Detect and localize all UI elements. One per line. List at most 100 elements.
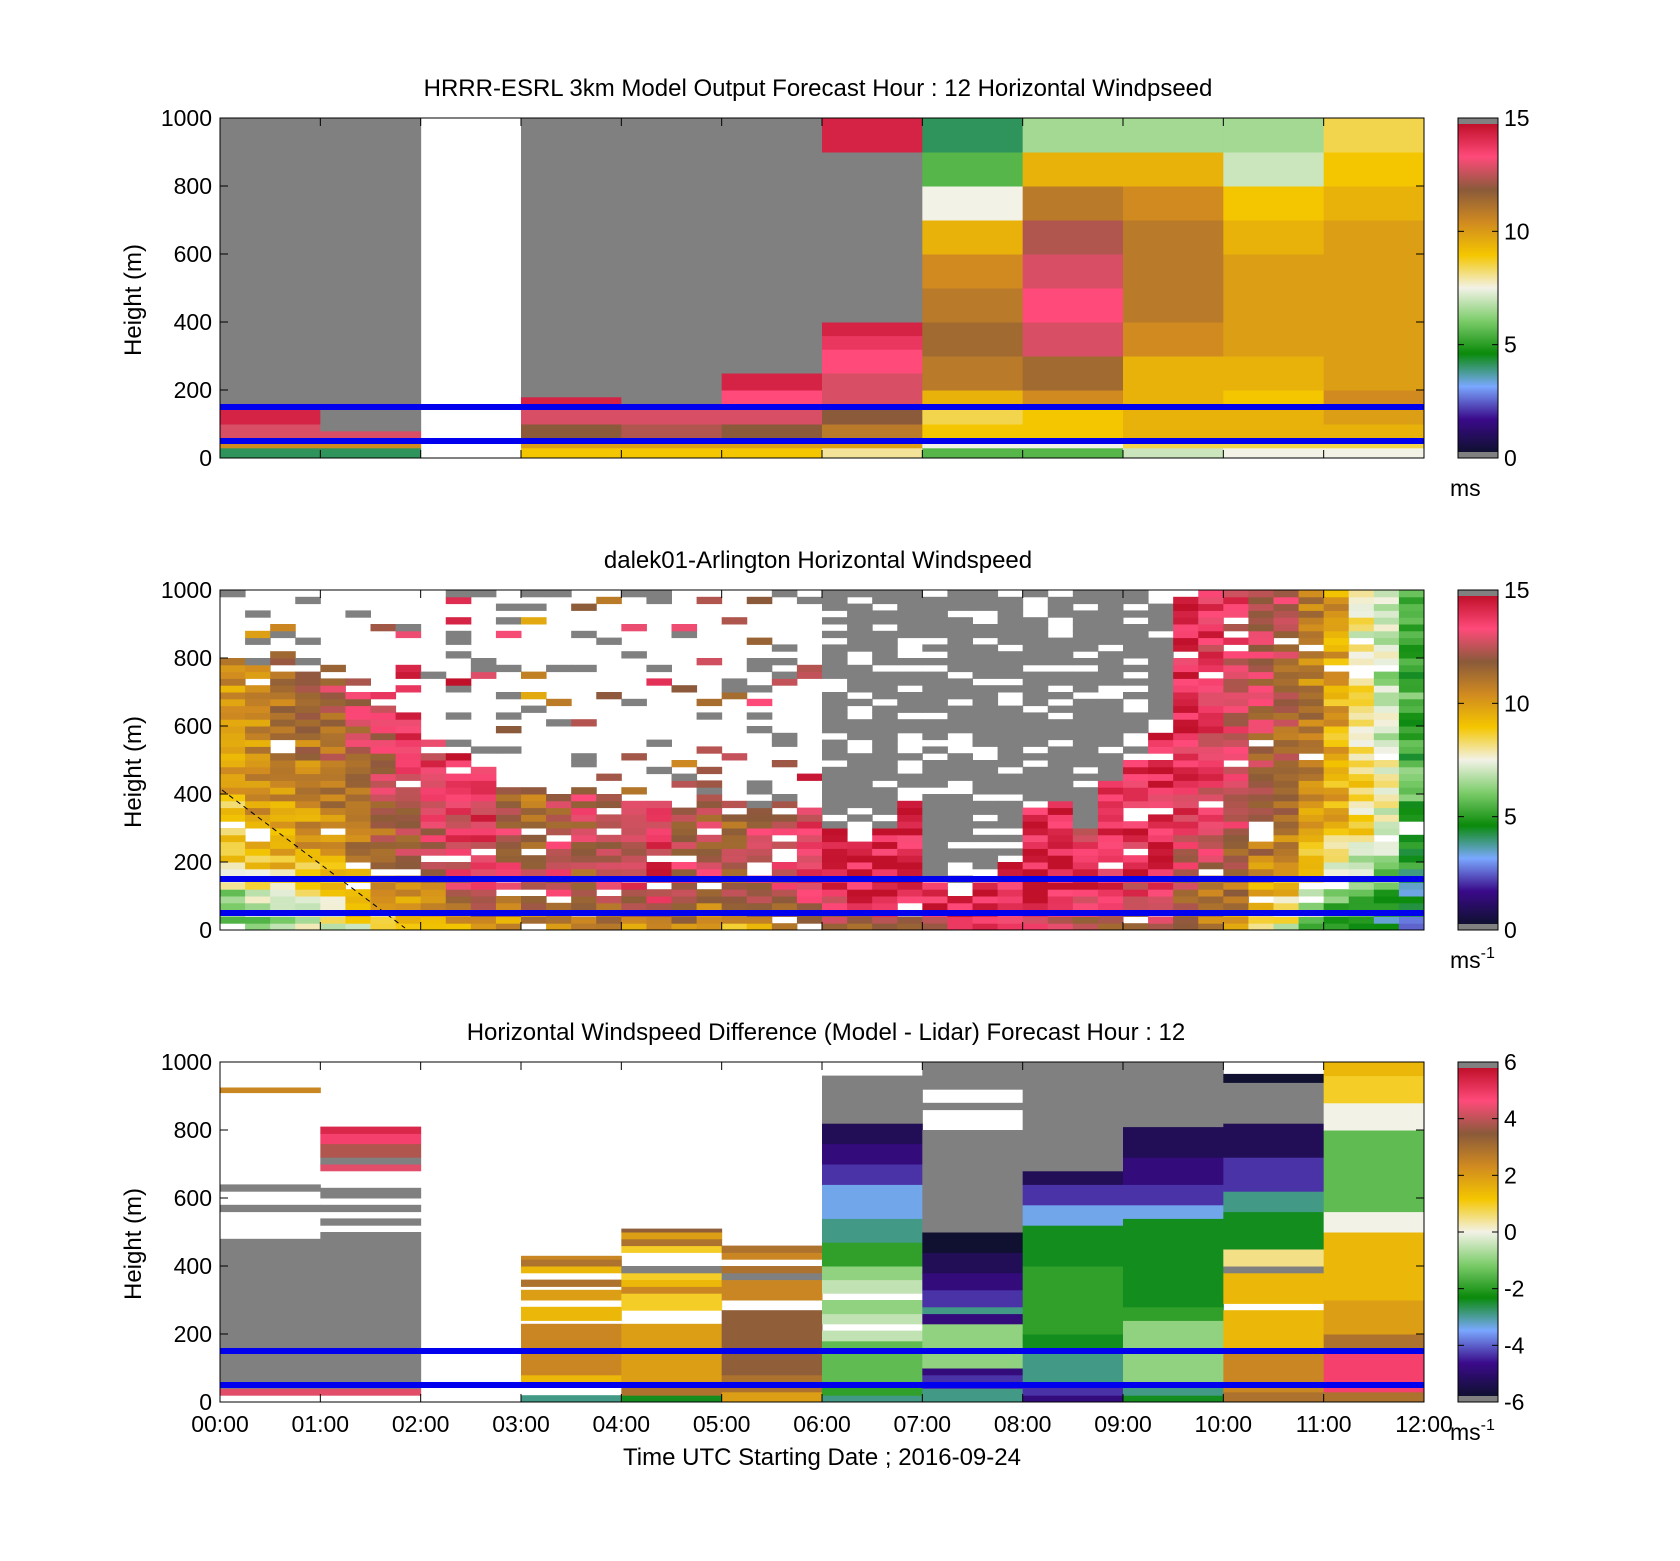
heatmap-cell [671,760,698,768]
heatmap-cell [495,821,522,829]
heatmap-cell [395,828,422,836]
heatmap-cell [897,821,923,829]
heatmap-cell [1373,630,1400,639]
heatmap-cell [847,855,873,863]
heatmap-cell [1148,916,1174,924]
heatmap-cell [1123,651,1149,659]
heatmap-cell [220,424,321,439]
heatmap-cell [972,630,999,639]
heatmap-cell [1373,719,1400,727]
heatmap-cell [245,916,271,924]
heatmap-cell [796,882,823,890]
heatmap-cell [1398,685,1425,693]
heatmap-cell [1273,868,1300,877]
heatmap-cell [771,590,798,598]
heatmap-cell [922,1272,1024,1291]
heatmap-cell [1123,596,1149,605]
heatmap-cell [822,766,848,775]
heatmap-cell [997,773,1024,781]
heatmap-cell [646,814,672,822]
heatmap-cell [897,814,923,822]
heatmap-cell [696,868,723,877]
heatmap-cell [1398,868,1425,877]
x-tick-labels: 00:00 01:00 02:00 03:00 04:00 05:00 06:00 07:00… [191,1411,1453,1437]
heatmap-cell [1047,834,1074,843]
heatmap-cell [370,807,397,815]
heatmap-cell [1373,678,1400,686]
heatmap-cell [997,671,1024,679]
heatmap-cell [270,678,296,686]
heatmap-cell [270,868,296,877]
heatmap-cell [1198,889,1224,897]
heatmap-cell [1022,590,1049,598]
y-tick-label: 400 [174,309,212,335]
heatmap-cell [721,814,748,822]
heatmap-cell [1198,855,1224,863]
heatmap-cell [395,719,422,727]
heatmap-cell [420,848,447,856]
heatmap-cell [822,658,848,666]
heatmap-cell [847,848,873,856]
heatmap-cell [922,889,948,897]
colorbar-unit: ms-1 [1450,1417,1495,1445]
heatmap-cell [997,848,1024,856]
heatmap-cell [495,841,522,849]
heatmap-cell [1273,780,1300,788]
heatmap-cell [1248,889,1274,897]
heatmap-cell [1273,732,1300,741]
heatmap-cell [1273,848,1300,856]
heatmap-cell [721,753,748,761]
heatmap-cell [1273,889,1300,897]
heatmap-cell [1323,800,1350,809]
heatmap-cell [671,828,698,836]
heatmap-cell [1198,848,1224,856]
heatmap-cell [746,821,773,829]
heatmap-cell [1248,902,1274,911]
heatmap-cell [1123,773,1149,781]
heatmap-cell [546,800,572,809]
heatmap-cell [320,841,346,849]
heatmap-cell [1323,821,1350,829]
heatmap-cell [220,698,246,707]
heatmap-cell [696,848,723,856]
heatmap-cell [922,1323,1024,1369]
heatmap-cell [1298,800,1325,809]
heatmap-cell [546,923,572,931]
heatmap-cell [420,794,447,802]
heatmap-cell [972,644,999,652]
heatmap-cell [1398,610,1425,618]
heatmap-cell [696,794,723,802]
heatmap-cell [220,664,246,673]
heatmap-cell [1273,855,1300,863]
heatmap-cell [320,848,346,856]
heatmap-cell [220,407,321,425]
heatmap-cell [822,1184,923,1219]
heatmap-cell [1348,644,1375,652]
diagonal-dashed-line [221,789,406,929]
heatmap-cell [1198,732,1224,741]
heatmap-cell [320,780,346,788]
heatmap-cell [1398,855,1425,863]
heatmap-cell [1323,902,1350,911]
heatmap-cell [1323,1391,1425,1403]
colorbar-tick-label: 5 [1504,804,1517,830]
heatmap-cell [1273,610,1300,618]
heatmap-cell [521,882,547,890]
heatmap-cell [721,692,748,700]
heatmap-cell [596,855,622,863]
heatmap-cell [1072,794,1099,802]
heatmap-cell [1323,447,1425,459]
heatmap-cell [1373,766,1400,775]
heatmap-cell [1072,848,1099,856]
heatmap-cell [470,787,497,795]
heatmap-cell [245,862,271,870]
heatmap-cell [1097,678,1124,686]
heatmap-cell [521,868,547,877]
heatmap-cell [746,902,773,911]
heatmap-cell [1148,828,1174,836]
heatmap-cell [822,746,848,754]
heatmap-cell [621,923,647,931]
heatmap-cell [847,644,873,652]
heatmap-cell [1022,896,1049,904]
heatmap-cell [1273,726,1300,734]
